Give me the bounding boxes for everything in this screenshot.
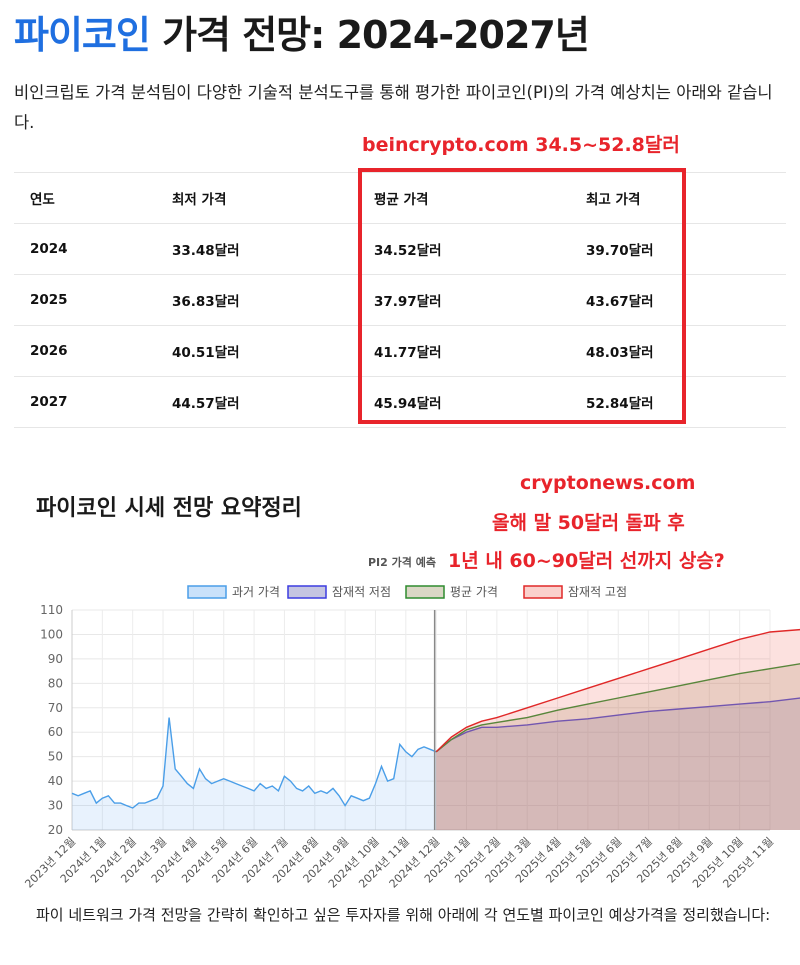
legend-swatch xyxy=(287,585,327,599)
legend-label: 평균 가격 xyxy=(450,585,498,599)
beincrypto-annotation: beincrypto.com 34.5~52.8달러 xyxy=(362,134,680,156)
price-table: 연도 최저 가격 평균 가격 최고 가격 2024 33.48달러 34.52달… xyxy=(14,172,786,428)
intro-paragraph: 비인크립토 가격 분석팀이 다양한 기술적 분석도구를 통해 평가한 파이코인(… xyxy=(14,83,773,132)
legend-swatch xyxy=(187,585,227,599)
y-tick-label: 30 xyxy=(48,799,63,813)
cell-low: 40.51달러 xyxy=(156,325,358,377)
series-area xyxy=(436,629,800,830)
cell-low: 33.48달러 xyxy=(156,223,358,275)
header-avg: 평균 가격 xyxy=(358,172,570,224)
legend-label: 잠재적 고점 xyxy=(568,585,627,599)
legend-label: 과거 가격 xyxy=(232,585,280,599)
cryptonews-annotation-line1: cryptonews.com xyxy=(520,472,696,494)
cell-high: 43.67달러 xyxy=(570,274,786,326)
highlight-box xyxy=(358,168,686,424)
page-title: 파이코인 가격 전망: 2024-2027년 xyxy=(14,4,590,59)
header-low: 최저 가격 xyxy=(156,172,358,224)
y-tick-label: 110 xyxy=(40,603,63,617)
table-row: 2024 33.48달러 34.52달러 39.70달러 xyxy=(14,223,786,275)
y-tick-label: 40 xyxy=(48,774,63,788)
chart-caption: PI2 가격 예측 xyxy=(368,556,436,569)
header-year: 연도 xyxy=(14,172,156,224)
y-tick-label: 90 xyxy=(48,652,63,666)
series-line xyxy=(435,628,800,753)
table-row: 2026 40.51달러 41.77달러 48.03달러 xyxy=(14,325,786,377)
title-rest: 가격 전망: 2024-2027년 xyxy=(149,13,590,57)
series-area xyxy=(436,698,800,830)
y-tick-label: 20 xyxy=(48,823,63,837)
series-area xyxy=(72,717,437,830)
cell-high: 48.03달러 xyxy=(570,325,786,377)
cell-avg: 34.52달러 xyxy=(358,223,570,275)
y-tick-label: 50 xyxy=(48,750,63,764)
cell-high: 52.84달러 xyxy=(570,376,786,428)
table-header-row: 연도 최저 가격 평균 가격 최고 가격 xyxy=(14,172,786,224)
section-subheading: 파이코인 시세 전망 요약정리 xyxy=(36,496,302,521)
cell-low: 44.57달러 xyxy=(156,376,358,428)
legend-label: 잠재적 저점 xyxy=(332,585,391,599)
y-tick-label: 100 xyxy=(40,627,63,641)
cryptonews-annotation-line3: 1년 내 60~90달러 선까지 상승? xyxy=(448,550,725,572)
cell-year: 2026 xyxy=(14,325,156,377)
y-tick-label: 80 xyxy=(48,676,63,690)
table-row: 2027 44.57달러 45.94달러 52.84달러 xyxy=(14,376,786,428)
header-high: 최고 가격 xyxy=(570,172,786,224)
cell-high: 39.70달러 xyxy=(570,223,786,275)
cell-low: 36.83달러 xyxy=(156,274,358,326)
cell-year: 2027 xyxy=(14,376,156,428)
series-line xyxy=(71,717,437,809)
cryptonews-annotation-line2: 올해 말 50달러 돌파 후 xyxy=(492,512,685,534)
cell-avg: 45.94달러 xyxy=(358,376,570,428)
title-accent: 파이코인 xyxy=(14,13,151,57)
y-tick-label: 60 xyxy=(48,725,63,739)
legend-swatch xyxy=(523,585,563,599)
cell-year: 2024 xyxy=(14,223,156,275)
cell-avg: 37.97달러 xyxy=(358,274,570,326)
outro-paragraph: 파이 네트워크 가격 전망을 간략히 확인하고 싶은 투자자를 위해 아래에 각… xyxy=(36,906,771,924)
table-row: 2025 36.83달러 37.97달러 43.67달러 xyxy=(14,274,786,326)
legend-swatch xyxy=(405,585,445,599)
series-line xyxy=(435,663,800,753)
series-area xyxy=(436,663,800,830)
series-line xyxy=(435,697,800,753)
y-tick-label: 70 xyxy=(48,701,63,715)
cell-year: 2025 xyxy=(14,274,156,326)
cell-avg: 41.77달러 xyxy=(358,325,570,377)
